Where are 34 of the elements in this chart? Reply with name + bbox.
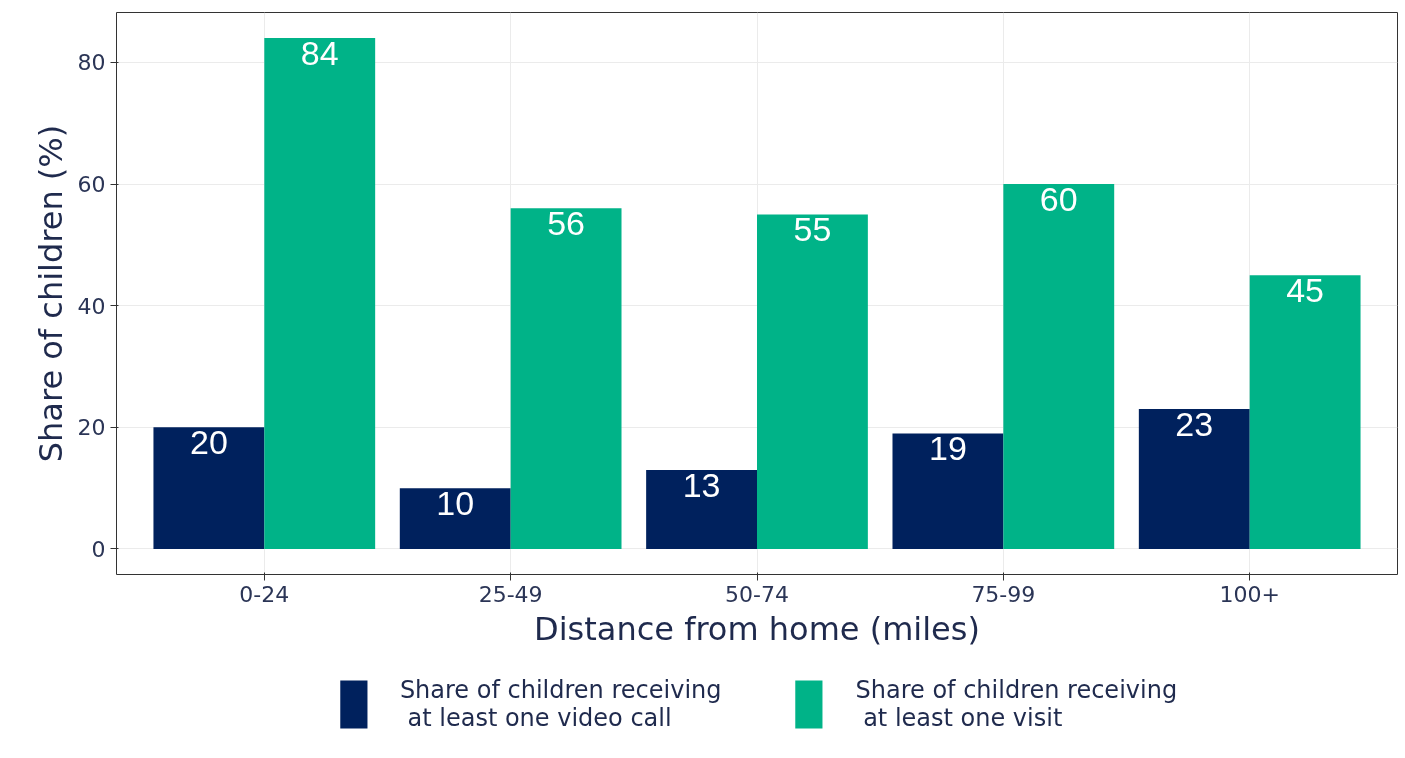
data-label: 55 [793, 210, 832, 249]
bar [510, 208, 622, 549]
bar [153, 427, 265, 549]
data-label: 60 [1039, 180, 1078, 219]
x-tick-label: 100+ [1219, 581, 1280, 607]
y-tick-label: 20 [77, 415, 106, 441]
x-axis-title: Distance from home (miles) [534, 609, 980, 648]
x-tick-label: 0-24 [239, 581, 290, 607]
legend-label: Share of children receiving at least one video call [399, 676, 722, 732]
data-label: 23 [1175, 405, 1214, 444]
bar [1249, 275, 1361, 549]
data-label: 20 [189, 423, 228, 462]
y-tick-label: 60 [77, 172, 106, 198]
x-tick-label: 25-49 [478, 581, 543, 607]
y-tick-label: 40 [77, 293, 106, 319]
y-axis-title: Share of children (%) [31, 124, 70, 463]
bar [646, 469, 757, 549]
bar [1138, 409, 1250, 549]
y-tick-label: 80 [77, 50, 106, 76]
x-tick-label: 50-74 [725, 581, 789, 607]
legend-label: Share of children receiving at least one visit [855, 676, 1178, 732]
data-label: 13 [682, 465, 721, 504]
data-label: 56 [547, 204, 585, 243]
data-label: 84 [300, 34, 339, 73]
data-label: 45 [1286, 271, 1325, 310]
bar [399, 488, 511, 549]
bar [757, 214, 868, 549]
bar [1003, 184, 1115, 549]
y-tick-label: 0 [91, 536, 106, 562]
bar [892, 433, 1004, 549]
data-label: 10 [436, 484, 475, 523]
bar [264, 38, 376, 549]
x-tick-label: 75-99 [971, 581, 1036, 607]
data-label: 19 [929, 429, 967, 468]
